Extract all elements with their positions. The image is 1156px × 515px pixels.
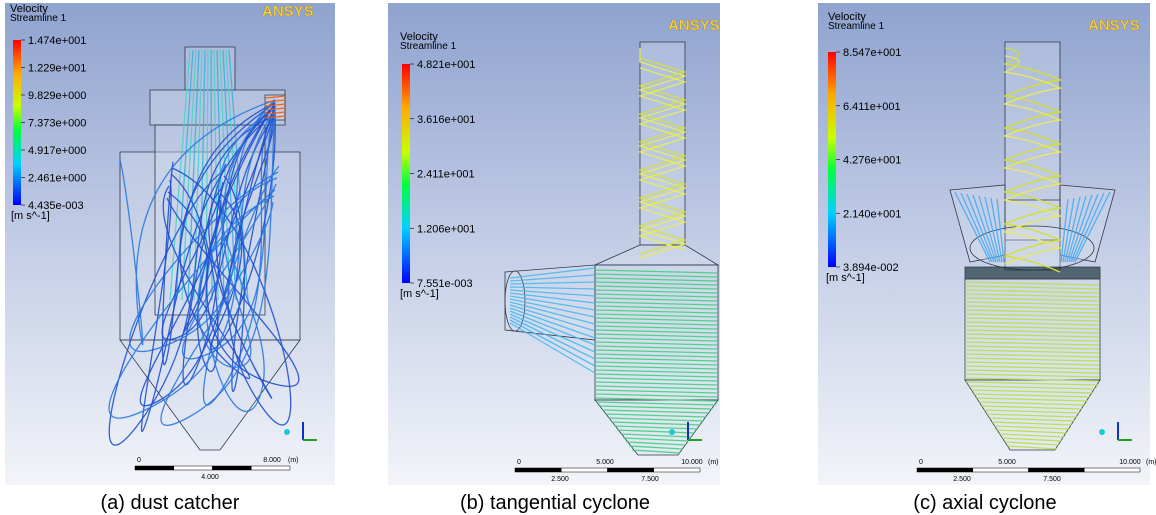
scale-label: 8.000 <box>263 457 281 464</box>
colorbar <box>828 52 836 267</box>
scale-label: (m) <box>708 459 719 466</box>
scale-label: 4.000 <box>201 474 219 481</box>
legend-unit: [m s^-1] <box>826 272 865 284</box>
scale-label: 7.500 <box>641 476 659 483</box>
panel: ANSYSVelocityStreamline 14.821e+0013.616… <box>388 3 720 514</box>
scale-segment <box>917 468 973 472</box>
scale-segment <box>174 466 213 470</box>
scale-label: 2.500 <box>551 476 569 483</box>
caption: (b) tangential cyclone <box>460 492 650 514</box>
ansys-logo: ANSYS <box>262 3 314 20</box>
colorbar-label: 2.411e+001 <box>417 169 475 181</box>
colorbar-label: 2.461e+000 <box>28 173 86 185</box>
caption: (c) axial cyclone <box>913 492 1056 514</box>
axis-triad <box>669 429 675 435</box>
colorbar-label: 9.829e+000 <box>28 90 86 102</box>
scale-label: 0 <box>517 459 521 466</box>
scale-label: (m) <box>1146 459 1156 466</box>
scale-label: 5.000 <box>596 459 614 466</box>
colorbar-label: 1.206e+001 <box>417 223 475 235</box>
caption: (a) dust catcher <box>101 492 240 514</box>
axis-triad <box>284 429 290 435</box>
ansys-logo: ANSYS <box>1088 17 1140 34</box>
colorbar-label: 4.821e+001 <box>417 59 475 71</box>
scale-label: 0 <box>919 459 923 466</box>
scale-label: 7.500 <box>1043 476 1061 483</box>
scale-segment <box>135 466 174 470</box>
colorbar-label: 6.411e+001 <box>843 101 901 113</box>
colorbar <box>13 40 21 205</box>
scale-label: 10.000 <box>681 459 703 466</box>
scale-segment <box>1084 468 1140 472</box>
figure: ANSYSVelocityStreamline 11.474e+0011.229… <box>0 0 1156 515</box>
scale-segment <box>213 466 252 470</box>
scale-segment <box>608 468 654 472</box>
axis-triad <box>1099 429 1105 435</box>
colorbar-label: 2.140e+001 <box>843 208 901 220</box>
scale-label: 2.500 <box>953 476 971 483</box>
scale-label: 0 <box>137 457 141 464</box>
scale-segment <box>561 468 607 472</box>
colorbar-label: 4.276e+001 <box>843 155 901 167</box>
outline <box>965 267 1100 279</box>
scale-label: (m) <box>288 457 299 464</box>
colorbar-label: 4.917e+000 <box>28 145 86 157</box>
legend-unit: [m s^-1] <box>400 288 439 300</box>
scale-segment <box>1029 468 1085 472</box>
scale-label: 5.000 <box>998 459 1016 466</box>
colorbar-label: 1.229e+001 <box>28 63 86 75</box>
colorbar-label: 8.547e+001 <box>843 47 901 59</box>
panel: ANSYSVelocityStreamline 11.474e+0011.229… <box>5 3 335 514</box>
scale-segment <box>251 466 290 470</box>
ansys-logo: ANSYS <box>668 17 720 34</box>
scale-segment <box>654 468 700 472</box>
scale-segment <box>515 468 561 472</box>
colorbar-label: 3.616e+001 <box>417 114 475 126</box>
legend-variable: Streamline 1 <box>828 21 885 32</box>
colorbar-label: 7.373e+000 <box>28 118 86 130</box>
colorbar <box>402 64 410 283</box>
legend-variable: Streamline 1 <box>10 13 67 24</box>
legend-variable: Streamline 1 <box>400 41 457 52</box>
legend-unit: [m s^-1] <box>11 210 50 222</box>
colorbar-label: 1.474e+001 <box>28 35 86 47</box>
scale-segment <box>973 468 1029 472</box>
scale-label: 10.000 <box>1119 459 1141 466</box>
